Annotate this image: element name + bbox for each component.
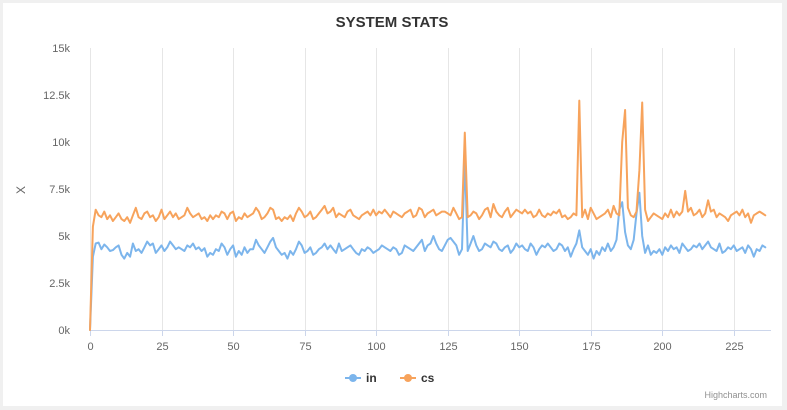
x-tick-label: 50: [227, 341, 239, 353]
x-tick-label: 225: [725, 341, 743, 353]
x-tick-label: 175: [582, 341, 600, 353]
legend-symbol-marker: [404, 374, 412, 382]
y-tick-label: 12.5k: [43, 90, 70, 102]
y-tick-label: 15k: [52, 43, 70, 55]
x-tick-label: 150: [510, 341, 528, 353]
legend: in cs: [345, 371, 435, 385]
y-tick-label: 2.5k: [49, 278, 70, 290]
y-tick-label: 0k: [58, 325, 70, 337]
legend-label: cs: [421, 371, 435, 385]
y-axis-title: X: [14, 186, 28, 194]
legend-item-in[interactable]: in: [345, 371, 377, 385]
credits-link[interactable]: Highcharts.com: [704, 390, 767, 400]
series-line-in[interactable]: [89, 156, 767, 331]
chart-container: 0 25 50 75 100 125 150 175 200 225 0k 2.5k 5k 7.5k 10k…: [3, 3, 782, 406]
x-tick-label: 125: [439, 341, 457, 353]
x-tick-label: 25: [156, 341, 168, 353]
axes: 0 25 50 75 100 125 150 175 200 225 0k 2.5k 5k 7.5k 10k…: [43, 43, 771, 353]
line-chart: 0 25 50 75 100 125 150 175 200 225 0k 2.5k 5k 7.5k 10k…: [14, 14, 771, 385]
chart-title: SYSTEM STATS: [336, 14, 449, 31]
y-tick-label: 5k: [58, 231, 70, 243]
y-tick-label: 7.5k: [49, 184, 70, 196]
x-tick-label: 200: [653, 341, 671, 353]
series-lines: [89, 99, 767, 331]
x-tick-label: 0: [87, 341, 93, 353]
legend-item-cs[interactable]: cs: [400, 371, 435, 385]
x-tick-label: 75: [299, 341, 311, 353]
grid-lines: [90, 48, 735, 330]
legend-label: in: [366, 371, 377, 385]
legend-symbol-marker: [349, 374, 357, 382]
series-line-cs[interactable]: [89, 99, 767, 331]
x-tick-label: 100: [367, 341, 385, 353]
y-tick-label: 10k: [52, 137, 70, 149]
